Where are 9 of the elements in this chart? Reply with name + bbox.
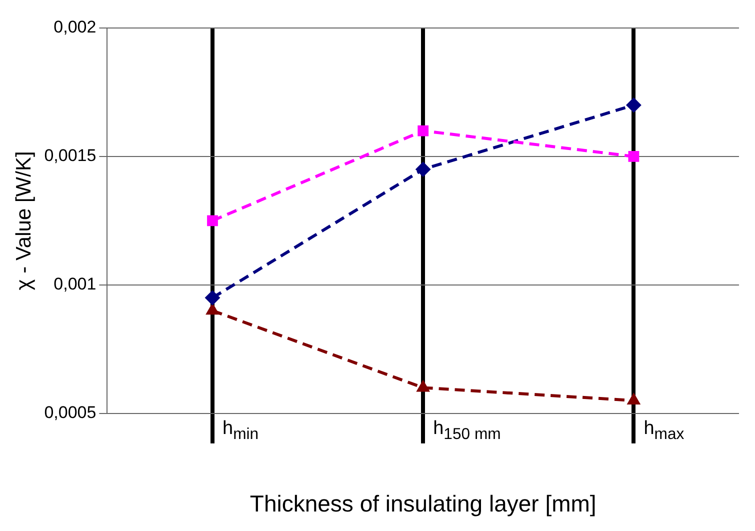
x-axis-title: Thickness of insulating layer [mm] [250,490,596,517]
y-tick-label: 0,0015 [44,146,96,166]
x-tick-label: h$_{max}$ [644,417,684,446]
x-tick-label: h$_{min}$ [222,417,259,446]
y-tick-label: 0,0005 [44,403,96,422]
y-axis-title: χ - Value [W/K] [12,151,36,290]
x-tick-label: h$_{150 mm}$ [433,417,501,446]
y-tick-label: 0,002 [54,18,96,37]
y-tick-label: 0,001 [54,274,96,294]
